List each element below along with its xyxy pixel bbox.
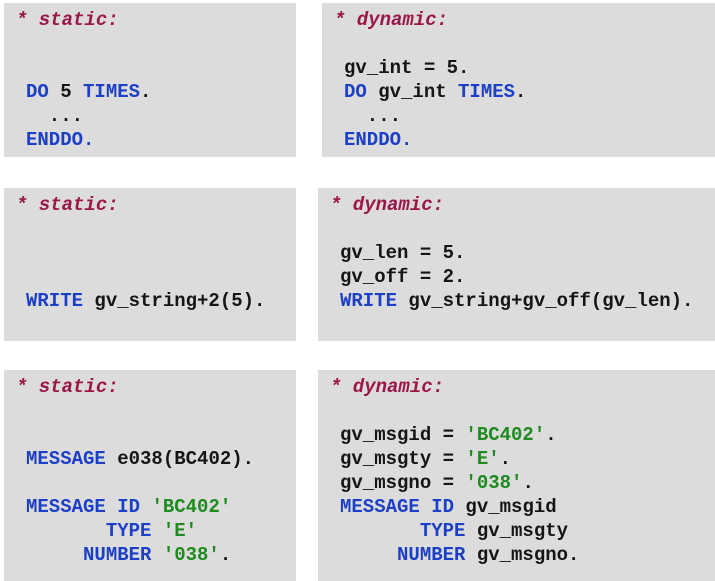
code-box-write-static: * static: WRITE gv_string+2(5). bbox=[4, 188, 296, 341]
keyword-token: MESSAGE bbox=[26, 448, 106, 470]
code-line: ENDDO. bbox=[26, 128, 296, 152]
code-line: NUMBER '038'. bbox=[26, 543, 296, 567]
code-box-do-static: * static: DO 5 TIMES. ... ENDDO. bbox=[4, 3, 296, 157]
code-line: MESSAGE e038(BC402). bbox=[26, 447, 296, 471]
keyword-token: DO bbox=[26, 81, 49, 103]
string-literal-token: '038' bbox=[162, 544, 220, 566]
string-literal-token: 'E' bbox=[162, 520, 198, 542]
code-token: gv_msgno. bbox=[465, 544, 580, 566]
code-box-message-dynamic: * dynamic: gv_msgid = 'BC402'. gv_msgty = … bbox=[318, 370, 715, 581]
keyword-token: NUMBER bbox=[340, 544, 466, 566]
code-box-do-dynamic: * dynamic: gv_int = 5. DO gv_int TIMES. ..… bbox=[322, 3, 715, 157]
code-line: ENDDO. bbox=[344, 128, 715, 152]
code-line: gv_msgty = 'E'. bbox=[340, 447, 715, 471]
keyword-token: WRITE bbox=[26, 290, 84, 312]
code-line: WRITE gv_string+gv_off(gv_len). bbox=[340, 289, 715, 313]
keyword-token: TYPE bbox=[26, 520, 152, 542]
code-comment: * dynamic: bbox=[334, 9, 449, 31]
code-token: gv_len = 5. bbox=[340, 242, 466, 264]
code-line bbox=[26, 56, 296, 80]
keyword-token: DO bbox=[344, 81, 367, 103]
code-token bbox=[140, 496, 151, 518]
code-line: MESSAGE ID 'BC402' bbox=[26, 495, 296, 519]
code-token: . bbox=[515, 81, 527, 103]
code-token bbox=[151, 544, 162, 566]
code-token: gv_string+gv_off(gv_len). bbox=[397, 290, 694, 312]
keyword-token: TIMES bbox=[458, 81, 516, 103]
code-line bbox=[26, 265, 296, 289]
blank-line bbox=[330, 399, 715, 423]
code-line: WRITE gv_string+2(5). bbox=[26, 289, 296, 313]
keyword-token: MESSAGE ID bbox=[26, 496, 141, 518]
code-line: ... bbox=[344, 104, 715, 128]
keyword-token: ENDDO. bbox=[344, 129, 413, 151]
code-token: gv_int = 5. bbox=[344, 57, 470, 79]
code-line bbox=[26, 241, 296, 265]
code-token: gv_msgid = bbox=[340, 424, 466, 446]
code-comment: * static: bbox=[16, 194, 119, 216]
code-comment: * dynamic: bbox=[330, 194, 445, 216]
code-line: ... bbox=[26, 104, 296, 128]
code-line: TYPE gv_msgty bbox=[340, 519, 715, 543]
keyword-token: TYPE bbox=[340, 520, 466, 542]
string-literal-token: 'BC402' bbox=[151, 496, 232, 518]
code-line: gv_msgno = '038'. bbox=[340, 471, 715, 495]
blank-line bbox=[330, 217, 715, 241]
code-token: gv_off = 2. bbox=[340, 266, 466, 288]
code-token: ... bbox=[26, 105, 84, 127]
code-token: . bbox=[219, 544, 232, 566]
code-line: NUMBER gv_msgno. bbox=[340, 543, 715, 567]
code-box-message-static: * static: MESSAGE e038(BC402). MESSAGE ID … bbox=[4, 370, 296, 581]
code-line: gv_int = 5. bbox=[344, 56, 715, 80]
code-comment: * dynamic: bbox=[330, 376, 445, 398]
blank-line bbox=[16, 217, 296, 241]
keyword-token: MESSAGE ID bbox=[340, 496, 455, 518]
blank-line bbox=[334, 32, 715, 56]
code-token: ... bbox=[344, 105, 402, 127]
code-line: TYPE 'E' bbox=[26, 519, 296, 543]
code-token: . bbox=[499, 448, 512, 470]
code-token: 5 bbox=[48, 81, 84, 103]
code-token bbox=[151, 520, 162, 542]
code-token: gv_string+2(5). bbox=[83, 290, 266, 312]
code-box-write-dynamic: * dynamic: gv_len = 5. gv_off = 2. WRITE gv… bbox=[318, 188, 715, 341]
code-line: MESSAGE ID gv_msgid bbox=[340, 495, 715, 519]
code-token: gv_msgid bbox=[454, 496, 557, 518]
code-line bbox=[26, 471, 296, 495]
code-token: gv_msgty bbox=[465, 520, 569, 542]
keyword-token: TIMES bbox=[83, 81, 141, 103]
blank-line bbox=[16, 32, 296, 56]
code-line: gv_msgid = 'BC402'. bbox=[340, 423, 715, 447]
keyword-token: NUMBER bbox=[26, 544, 152, 566]
keyword-token: WRITE bbox=[340, 290, 398, 312]
code-line: DO gv_int TIMES. bbox=[344, 80, 715, 104]
keyword-token: ENDDO. bbox=[26, 129, 95, 151]
code-token: . bbox=[545, 424, 557, 446]
code-comment: * static: bbox=[16, 9, 119, 31]
code-token: gv_int bbox=[366, 81, 459, 103]
code-token: . bbox=[140, 81, 152, 103]
blank-line bbox=[16, 399, 296, 423]
string-literal-token: '038' bbox=[465, 472, 523, 494]
code-token: gv_msgno = bbox=[340, 472, 466, 494]
string-literal-token: 'BC402' bbox=[465, 424, 546, 446]
code-line: gv_len = 5. bbox=[340, 241, 715, 265]
code-token: e038(BC402). bbox=[105, 448, 255, 470]
string-literal-token: 'E' bbox=[465, 448, 500, 470]
code-token: gv_msgty = bbox=[340, 448, 466, 470]
code-line: DO 5 TIMES. bbox=[26, 80, 296, 104]
code-line bbox=[26, 423, 296, 447]
code-token: . bbox=[522, 472, 534, 494]
code-comment: * static: bbox=[16, 376, 119, 398]
code-line: gv_off = 2. bbox=[340, 265, 715, 289]
